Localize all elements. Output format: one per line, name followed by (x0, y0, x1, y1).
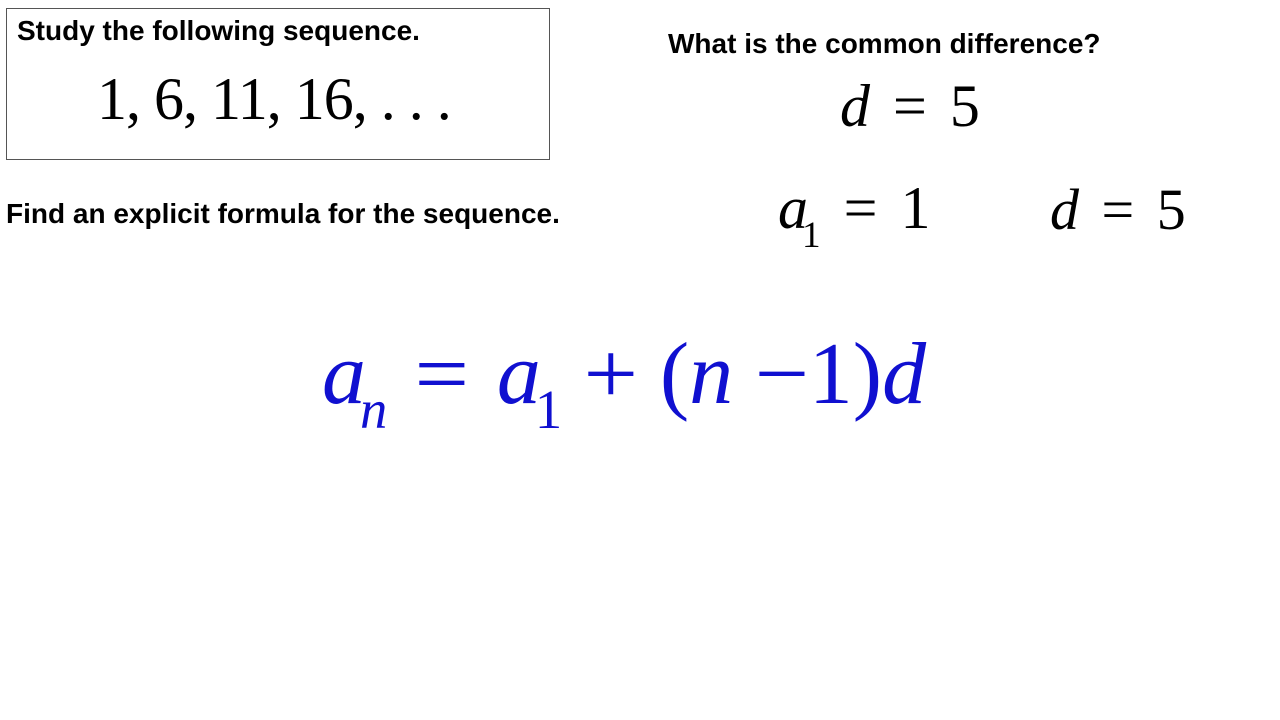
question-explicit-formula: Find an explicit formula for the sequenc… (6, 198, 560, 230)
question-common-difference: What is the common difference? (668, 28, 1101, 60)
sequence-text: 1, 6, 11, 16, . . . (97, 65, 539, 134)
answer-d-equals-5-top: d = 5 (840, 72, 980, 141)
value-1: 1 (900, 175, 930, 241)
var-d: d (882, 326, 926, 423)
minus-sign: − (755, 324, 810, 425)
equals-sign: = (415, 324, 470, 425)
var-d: d (1050, 177, 1079, 242)
lhs-sub-n: n (360, 379, 387, 440)
box-title: Study the following sequence. (17, 15, 539, 47)
value-5: 5 (1157, 177, 1186, 242)
a1-equals-1: a1 = 1 (778, 174, 930, 251)
rhs-sub-1: 1 (535, 379, 562, 440)
subscript-1: 1 (802, 215, 821, 256)
var-d: d (840, 73, 870, 139)
equals-sign: = (1102, 177, 1135, 242)
one: 1 (809, 326, 853, 423)
equals-sign: = (893, 73, 927, 139)
answer-d-equals-5-right: d = 5 (1050, 176, 1186, 243)
plus-sign: + (584, 324, 639, 425)
lparen: ( (660, 326, 689, 423)
value-5: 5 (950, 73, 980, 139)
explicit-formula: an = a1 + (n −1)d (322, 324, 926, 435)
problem-box: Study the following sequence. 1, 6, 11, … (6, 8, 550, 160)
rparen: ) (853, 326, 882, 423)
equals-sign: = (844, 175, 878, 241)
var-n: n (689, 326, 733, 423)
